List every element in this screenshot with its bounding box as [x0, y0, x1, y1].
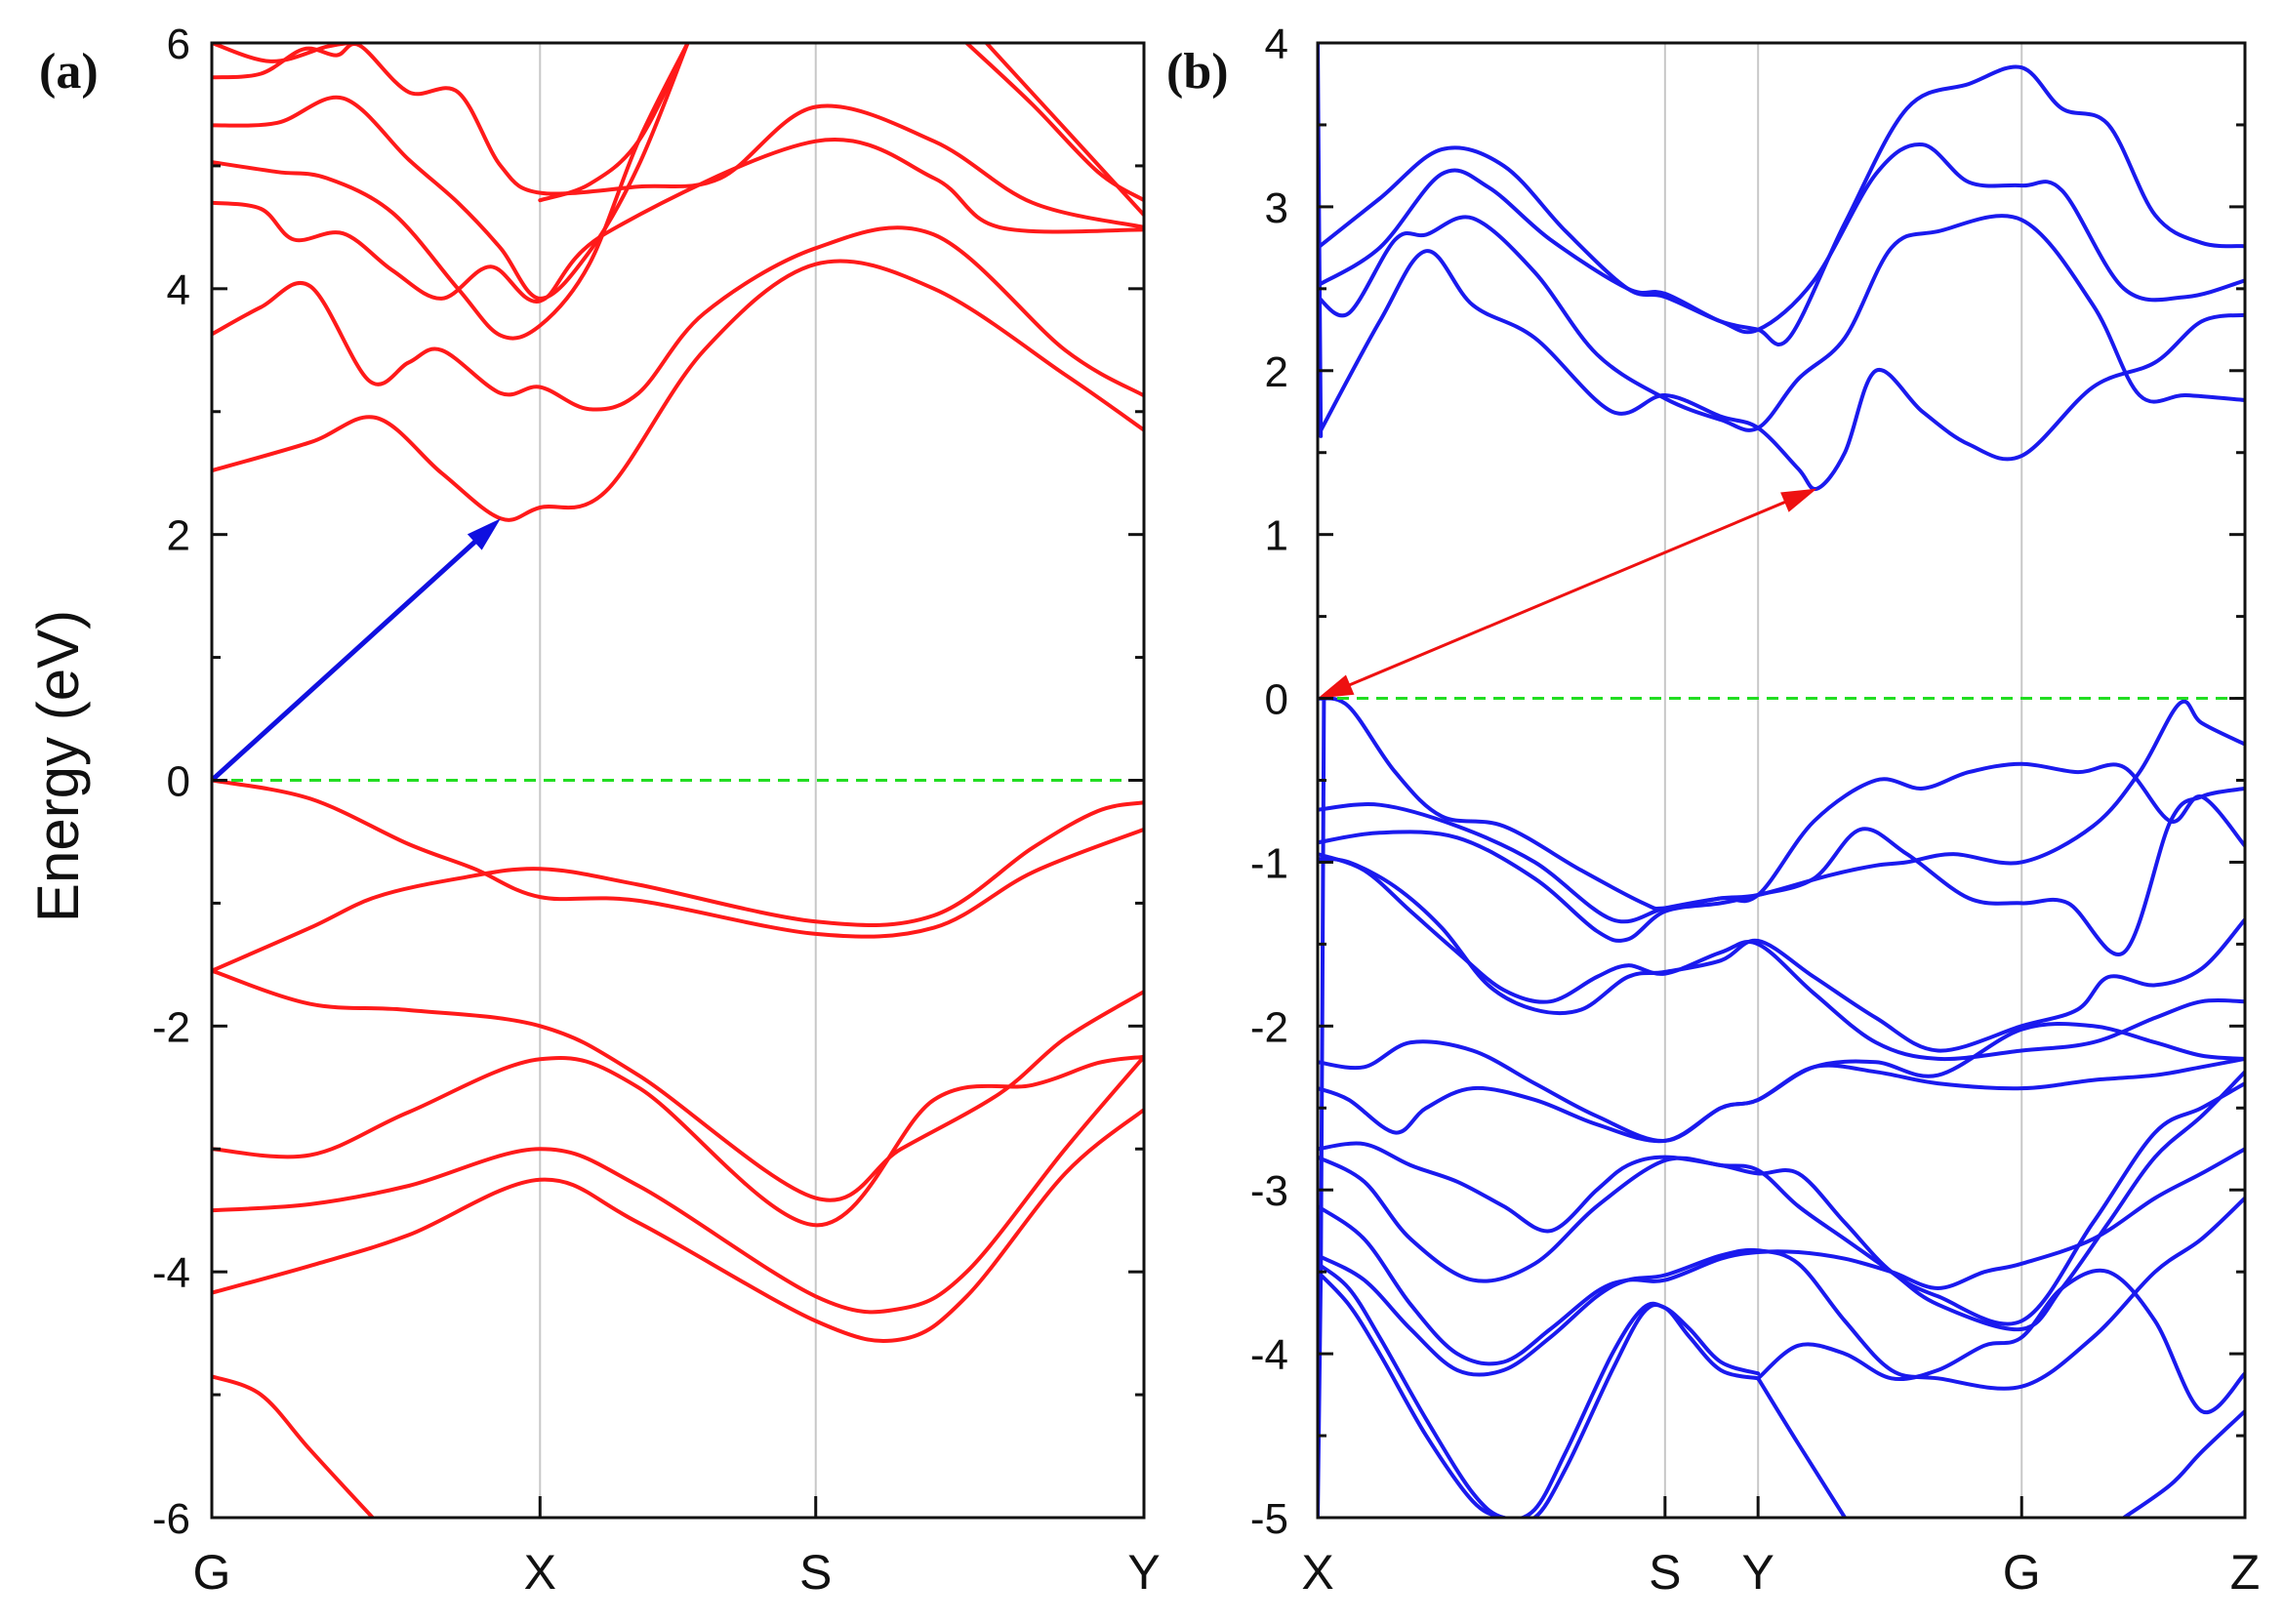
band-line-vb2 [1318, 761, 2245, 924]
panel-a-label: (a) [39, 44, 99, 100]
panel-b-bands [1318, 43, 2245, 1518]
band-line-vb1 [1318, 696, 2245, 911]
y-tick-label: -4 [1250, 1331, 1288, 1379]
y-tick-label: 0 [167, 758, 190, 806]
band-line-vb12 [1318, 1261, 1761, 1518]
y-tick-label: -3 [1250, 1167, 1288, 1215]
y-tick-label: 6 [167, 20, 190, 68]
y-tick-label: -4 [152, 1249, 190, 1297]
x-tick-label-Z: Z [2230, 1545, 2261, 1600]
panel-a-bands [212, 43, 1144, 1518]
y-tick-label: 2 [167, 512, 190, 560]
panel-a-kpoint-gridlines [539, 43, 817, 1518]
x-tick-label-S: S [1649, 1545, 1681, 1600]
band-line-vb3 [1318, 786, 2245, 956]
panel-a-transition-arrow [210, 518, 501, 783]
arrow-head-end [467, 518, 501, 550]
y-tick-label: 1 [1265, 512, 1288, 560]
band-line-vb7 [1318, 1022, 2245, 1144]
band-line-vb15 [1756, 1268, 2245, 1415]
band-line-vb5 [1318, 852, 2245, 1062]
energy-axis-label: Energy (eV) [25, 610, 91, 922]
band-line-cb4 [1318, 64, 2245, 346]
band-line-cb8 [538, 43, 690, 203]
x-tick-label-Y: Y [1741, 1545, 1774, 1600]
y-tick-label: -5 [1250, 1495, 1288, 1543]
panel-a-y-ticks: -6 -4 -2 0 2 4 6 [152, 20, 1144, 1543]
band-line-cb3 [1318, 142, 2245, 335]
panel-b-transition-arrow [1318, 488, 1817, 699]
band-line-vb7 [212, 1374, 375, 1518]
panel-b-label: (b) [1166, 44, 1229, 100]
arrow-head-end [1780, 488, 1817, 512]
band-line-cb10 [984, 43, 1144, 218]
arrow-shaft [210, 535, 482, 783]
arrow-head-start [1318, 674, 1355, 699]
y-tick-label: -6 [152, 1495, 190, 1543]
band-line-vb8 [1318, 1081, 2245, 1326]
band-line-cb3 [212, 138, 1144, 304]
y-tick-label: -1 [1250, 839, 1288, 887]
band-line-vb2 [212, 800, 1144, 973]
panel-a-chart: (a) -6 -4 -2 0 2 4 6 G X S Y [39, 20, 1161, 1600]
band-line-vb11 [1318, 1196, 2245, 1391]
x-tick-label-G: G [2003, 1545, 2041, 1600]
y-tick-label: 4 [167, 266, 190, 314]
band-line-cb2 [212, 225, 1144, 412]
y-tick-label: 3 [1265, 184, 1288, 232]
band-line-vb5 [212, 1054, 1144, 1315]
band-line-cb1 [212, 259, 1144, 522]
band-line-vb14 [1756, 1376, 1848, 1518]
x-tick-label-X: X [524, 1545, 556, 1600]
arrow-shaft [1342, 498, 1792, 689]
band-line-vb3 [212, 968, 1144, 1202]
panel-b-chart: (b) -5 -4 -3 -2 -1 0 1 2 3 4 X S Y G Z [1166, 20, 2260, 1600]
y-tick-label: -2 [152, 1003, 190, 1051]
x-tick-label-Y: Y [1127, 1545, 1160, 1600]
panel-b-kpoint-gridlines [1663, 43, 2023, 1518]
band-line-cb4 [212, 43, 690, 341]
band-line-cb2 [1318, 214, 2245, 432]
x-tick-label-X: X [1301, 1545, 1333, 1600]
band-line-cb1 [1318, 249, 2245, 492]
band-line-vb13 [1318, 1270, 1761, 1518]
band-line-vb4 [212, 1054, 1144, 1228]
y-tick-label: -2 [1250, 1003, 1288, 1051]
y-tick-label: 0 [1265, 676, 1288, 724]
band-line-cb9 [964, 43, 1144, 203]
panel-b-y-ticks: -5 -4 -3 -2 -1 0 1 2 3 4 [1250, 20, 2245, 1543]
x-tick-label-G: G [193, 1545, 231, 1600]
y-tick-label: 2 [1265, 348, 1288, 396]
band-line-vb9 [1318, 1070, 2245, 1332]
band-line-cb6 [212, 43, 1144, 229]
band-line-vb1 [212, 778, 1144, 939]
x-tick-label-S: S [799, 1545, 832, 1600]
band-line-vb16 [2122, 1408, 2245, 1518]
band-line-vb6 [212, 1108, 1144, 1343]
y-tick-label: 4 [1265, 20, 1288, 68]
